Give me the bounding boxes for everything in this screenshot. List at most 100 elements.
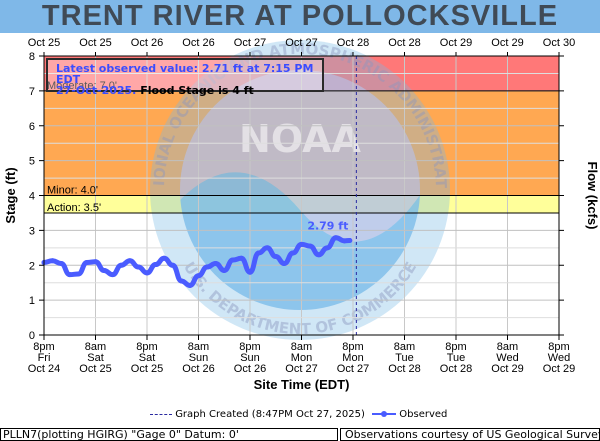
top-tick-label: Oct 30 — [543, 37, 575, 49]
bottom-tick-label: Oct 29 — [491, 363, 523, 375]
graph-created-legend-line — [150, 413, 172, 415]
y-tick-label: 7 — [29, 86, 35, 98]
flood-stage-text: Flood Stage is 4 ft — [140, 84, 254, 97]
observed-point — [127, 258, 133, 264]
observed-point — [187, 282, 193, 288]
y-tick-label: 5 — [29, 156, 35, 168]
bottom-tick-label: Sat — [139, 352, 156, 364]
latest-line-1: Latest observed value: 2.71 ft at 7:15 P… — [56, 62, 314, 86]
bottom-tick-label: 8am — [497, 341, 518, 353]
y-tick-label: 0 — [29, 330, 35, 342]
bottom-tick-label: 8pm — [342, 341, 363, 353]
observed-point — [238, 255, 244, 261]
watermark-sky — [180, 70, 420, 242]
footer-datum: PLLN7(plotting HGIRG) "Gage 0" Datum: 0' — [0, 428, 338, 441]
peak-label: 2.79 ft — [307, 220, 348, 233]
y-tick-label: 2 — [29, 260, 35, 272]
observed-point — [316, 252, 322, 258]
bottom-tick-label: Wed — [496, 352, 518, 364]
axes: 0 1 2 3 4 5 6 7 8 Oct 25 Oct 25 Oct 26 Oct 26 Oct 27 O… — [3, 37, 600, 392]
top-tick-label: Oct 28 — [388, 37, 420, 49]
top-tick-label: Oct 26 — [182, 37, 214, 49]
observed-point — [67, 272, 73, 278]
observed-point — [273, 254, 279, 260]
top-tick-label: Oct 29 — [440, 37, 472, 49]
bottom-tick-label: Oct 24 — [28, 363, 60, 375]
bottom-tick-label: Tue — [447, 352, 466, 364]
observed-point — [341, 238, 347, 244]
bottom-tick-label: Oct 26 — [182, 363, 214, 375]
bottom-tick-label: 8pm — [33, 341, 54, 353]
observed-point — [178, 278, 184, 284]
legend: Graph Created (8:47PM Oct 27, 2025) Obse… — [150, 409, 447, 420]
threshold-label-minor: Minor: 4.0' — [47, 185, 98, 197]
observed-point — [204, 264, 210, 270]
y-tick-label: 6 — [29, 121, 35, 133]
x-axis-label: Site Time (EDT) — [254, 377, 350, 392]
bottom-tick-label: Sun — [240, 352, 260, 364]
observed-point — [75, 271, 81, 277]
bottom-tick-label: 8am — [291, 341, 312, 353]
bottom-tick-label: Fri — [38, 352, 51, 364]
y-tick-label: 8 — [29, 51, 35, 63]
graph-created-legend-label: Graph Created (8:47PM Oct 27, 2025) — [175, 409, 365, 420]
y-tick-label: 3 — [29, 225, 35, 237]
observed-point — [230, 257, 236, 263]
observed-legend-marker — [372, 409, 397, 419]
page-title: TRENT RIVER AT POLLOCKSVILLE — [41, 0, 559, 32]
top-tick-label: Oct 26 — [131, 37, 163, 49]
observed-legend-label: Observed — [399, 409, 448, 420]
top-tick-label: Oct 27 — [285, 37, 317, 49]
top-tick-label: Oct 25 — [79, 37, 111, 49]
observed-point — [347, 237, 353, 243]
bottom-tick-label: Tue — [395, 352, 414, 364]
threshold-label-moderate: Moderate: 7.0' — [47, 80, 117, 92]
top-tick-label: Oct 28 — [337, 37, 369, 49]
latest-value-box: Latest observed value: 2.71 ft at 7:15 P… — [46, 58, 324, 96]
bottom-tick-label: 8am — [394, 341, 415, 353]
bottom-tick-label: 8am — [85, 341, 106, 353]
y-tick-label: 1 — [29, 295, 35, 307]
bottom-tick-label: 8pm — [445, 341, 466, 353]
observed-point — [135, 264, 141, 270]
observed-point — [307, 243, 313, 249]
bottom-tick-label: Mon — [291, 352, 312, 364]
observed-point — [50, 258, 56, 264]
observed-point — [161, 255, 167, 261]
observed-point — [118, 262, 124, 268]
top-tick-label: Oct 25 — [28, 37, 60, 49]
bottom-tick-label: Oct 25 — [79, 363, 111, 375]
bottom-tick-label: Mon — [342, 352, 363, 364]
observed-point — [84, 259, 90, 265]
y-axis-label: Stage (ft) — [3, 167, 18, 223]
observed-point — [196, 273, 201, 279]
bottom-tick-label: 8pm — [136, 341, 157, 353]
bottom-tick-label: Sun — [189, 352, 209, 364]
top-tick-label: Oct 29 — [491, 37, 523, 49]
bottom-tick-label: Oct 26 — [234, 363, 266, 375]
observed-point — [144, 270, 150, 276]
observed-point — [110, 272, 116, 278]
observed-point — [281, 261, 287, 267]
observed-point — [153, 262, 159, 268]
observed-point — [93, 259, 98, 265]
observed-point — [264, 245, 270, 251]
observed-point — [247, 269, 253, 275]
bottom-tick-label: Sat — [87, 352, 104, 364]
bottom-tick-label: Oct 29 — [543, 363, 575, 375]
observed-point — [324, 245, 330, 251]
y2-axis-label: Flow (kcfs) — [585, 162, 600, 230]
observed-point — [101, 267, 107, 273]
bottom-tick-label: 8pm — [548, 341, 569, 353]
bottom-tick-label: Oct 27 — [285, 363, 317, 375]
bottom-tick-label: 8pm — [239, 341, 260, 353]
title-bar — [0, 0, 600, 33]
observed-point — [221, 267, 227, 273]
watermark-logo-text: NOAA — [239, 117, 361, 161]
observed-point — [290, 250, 296, 256]
observed-point — [256, 250, 262, 256]
observed-point — [299, 241, 304, 247]
observed-point — [213, 261, 219, 267]
observed-point — [170, 262, 176, 268]
observed-point — [58, 261, 64, 267]
